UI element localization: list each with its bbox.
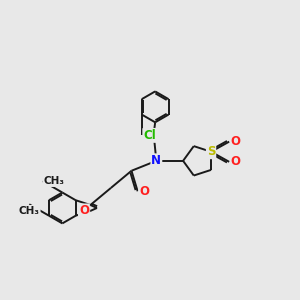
Text: S: S <box>207 145 215 158</box>
Text: O: O <box>139 185 149 198</box>
Text: O: O <box>79 204 89 218</box>
Text: Cl: Cl <box>143 129 156 142</box>
Text: CH₃: CH₃ <box>43 176 64 186</box>
Text: O: O <box>231 155 241 168</box>
Text: N: N <box>151 154 161 167</box>
Text: CH₃: CH₃ <box>19 206 40 216</box>
Text: O: O <box>231 135 241 148</box>
